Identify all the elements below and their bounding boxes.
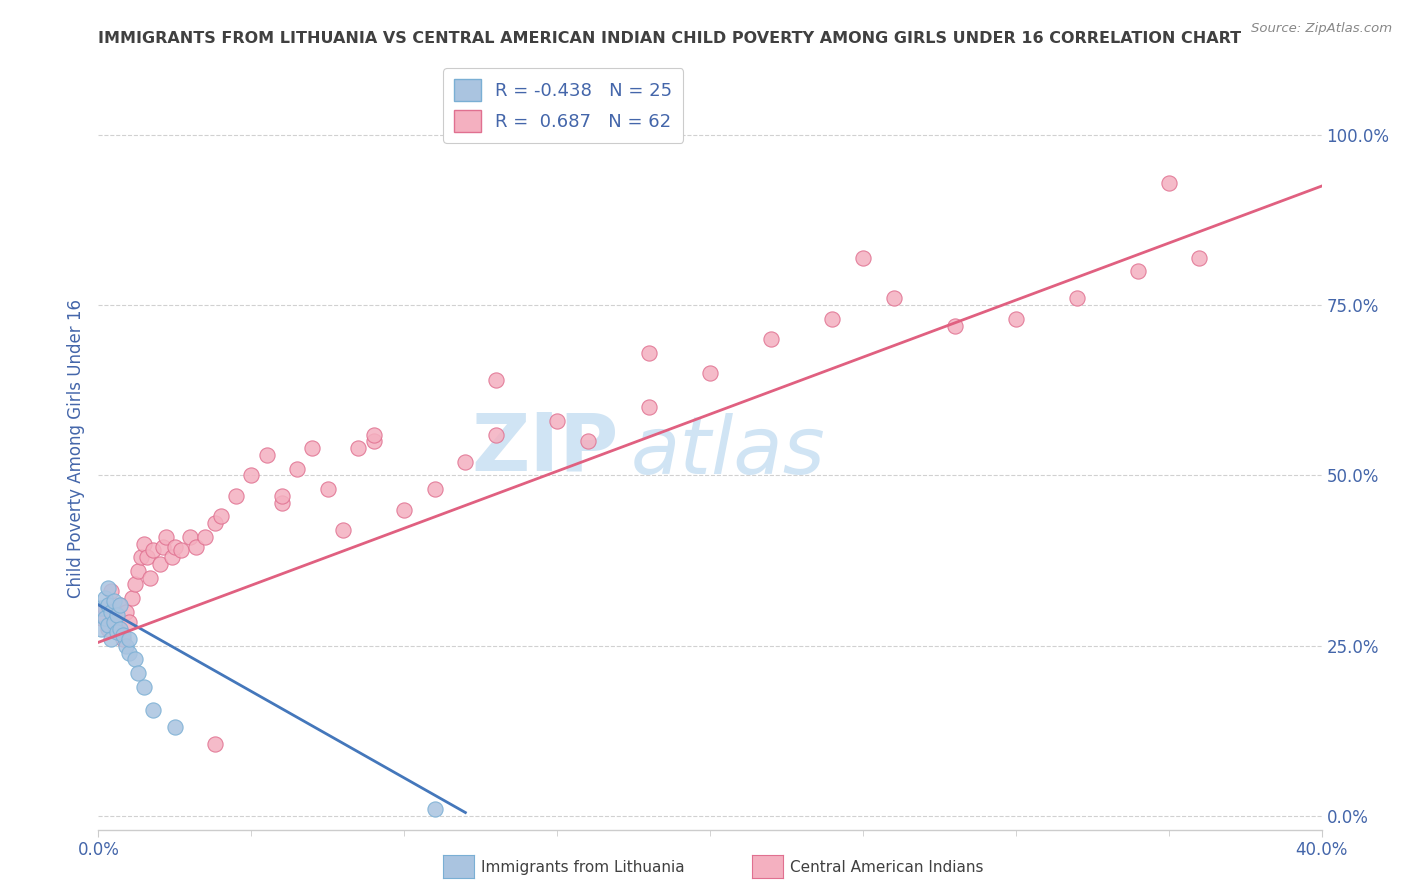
Point [127,564,149,578]
Point [90,601,112,615]
Text: ZIP: ZIP [471,409,619,487]
Point [155,530,177,544]
Point [852,251,875,265]
Point [149,557,172,571]
Point [285,461,308,475]
Text: Immigrants from Lithuania: Immigrants from Lithuania [481,860,685,874]
Legend: R = -0.438   N = 25, R =  0.687   N = 62: R = -0.438 N = 25, R = 0.687 N = 62 [443,69,683,143]
Point [105,608,128,623]
Text: Source: ZipAtlas.com: Source: ZipAtlas.com [1251,22,1392,36]
Point [160,550,183,565]
Point [301,442,323,455]
Point [883,292,905,306]
Point [90,622,112,636]
Point [240,468,263,483]
Point [546,414,568,428]
Point [97,618,120,632]
Point [121,591,143,605]
Point [637,346,661,360]
Point [423,482,446,496]
Point [204,516,226,530]
Point [134,680,156,694]
Text: IMMIGRANTS FROM LITHUANIA VS CENTRAL AMERICAN INDIAN CHILD POVERTY AMONG GIRLS U: IMMIGRANTS FROM LITHUANIA VS CENTRAL AME… [98,31,1241,46]
Point [204,738,226,752]
Y-axis label: Child Poverty Among Girls Under 16: Child Poverty Among Girls Under 16 [66,299,84,598]
Point [97,622,120,636]
Point [127,665,149,680]
Point [139,571,162,585]
Point [485,373,508,387]
Point [100,584,122,599]
Point [332,523,354,537]
Point [186,540,208,554]
Point [97,598,120,612]
Point [97,581,120,595]
Point [759,332,782,346]
Point [699,367,721,381]
Point [347,442,370,455]
Point [108,622,131,636]
Point [1188,251,1211,265]
Point [943,318,966,333]
Point [118,615,141,629]
Point [111,632,134,646]
Point [256,448,278,462]
Point [270,496,292,510]
Point [1004,311,1026,326]
Point [90,611,112,625]
Text: Central American Indians: Central American Indians [790,860,984,874]
Point [485,427,508,442]
Point [194,530,217,544]
Point [124,577,146,591]
Point [108,598,131,612]
Point [225,489,247,503]
Point [111,628,134,642]
Point [115,605,138,619]
Point [118,632,141,646]
Point [637,401,661,415]
Point [115,639,138,653]
Point [363,434,385,449]
Text: atlas: atlas [630,413,825,491]
Point [1128,264,1150,278]
Point [103,615,125,629]
Point [363,427,385,442]
Point [163,540,186,554]
Point [270,489,292,503]
Point [392,502,416,516]
Point [136,550,159,565]
Point [108,598,131,612]
Point [103,594,125,608]
Point [142,703,165,717]
Point [105,625,128,640]
Point [454,455,477,469]
Point [134,536,156,550]
Point [170,543,193,558]
Point [423,802,446,816]
Point [105,618,128,632]
Point [93,611,115,625]
Point [821,311,844,326]
Point [100,605,122,619]
Point [142,543,165,558]
Point [179,530,201,544]
Point [163,720,186,734]
Point [100,632,122,646]
Point [103,608,125,623]
Point [1157,176,1180,190]
Point [152,540,174,554]
Point [209,509,232,524]
Point [93,591,115,605]
Point [316,482,339,496]
Point [93,601,115,615]
Point [576,434,599,449]
Point [118,646,141,660]
Point [129,550,152,565]
Point [124,652,146,666]
Point [1066,292,1088,306]
